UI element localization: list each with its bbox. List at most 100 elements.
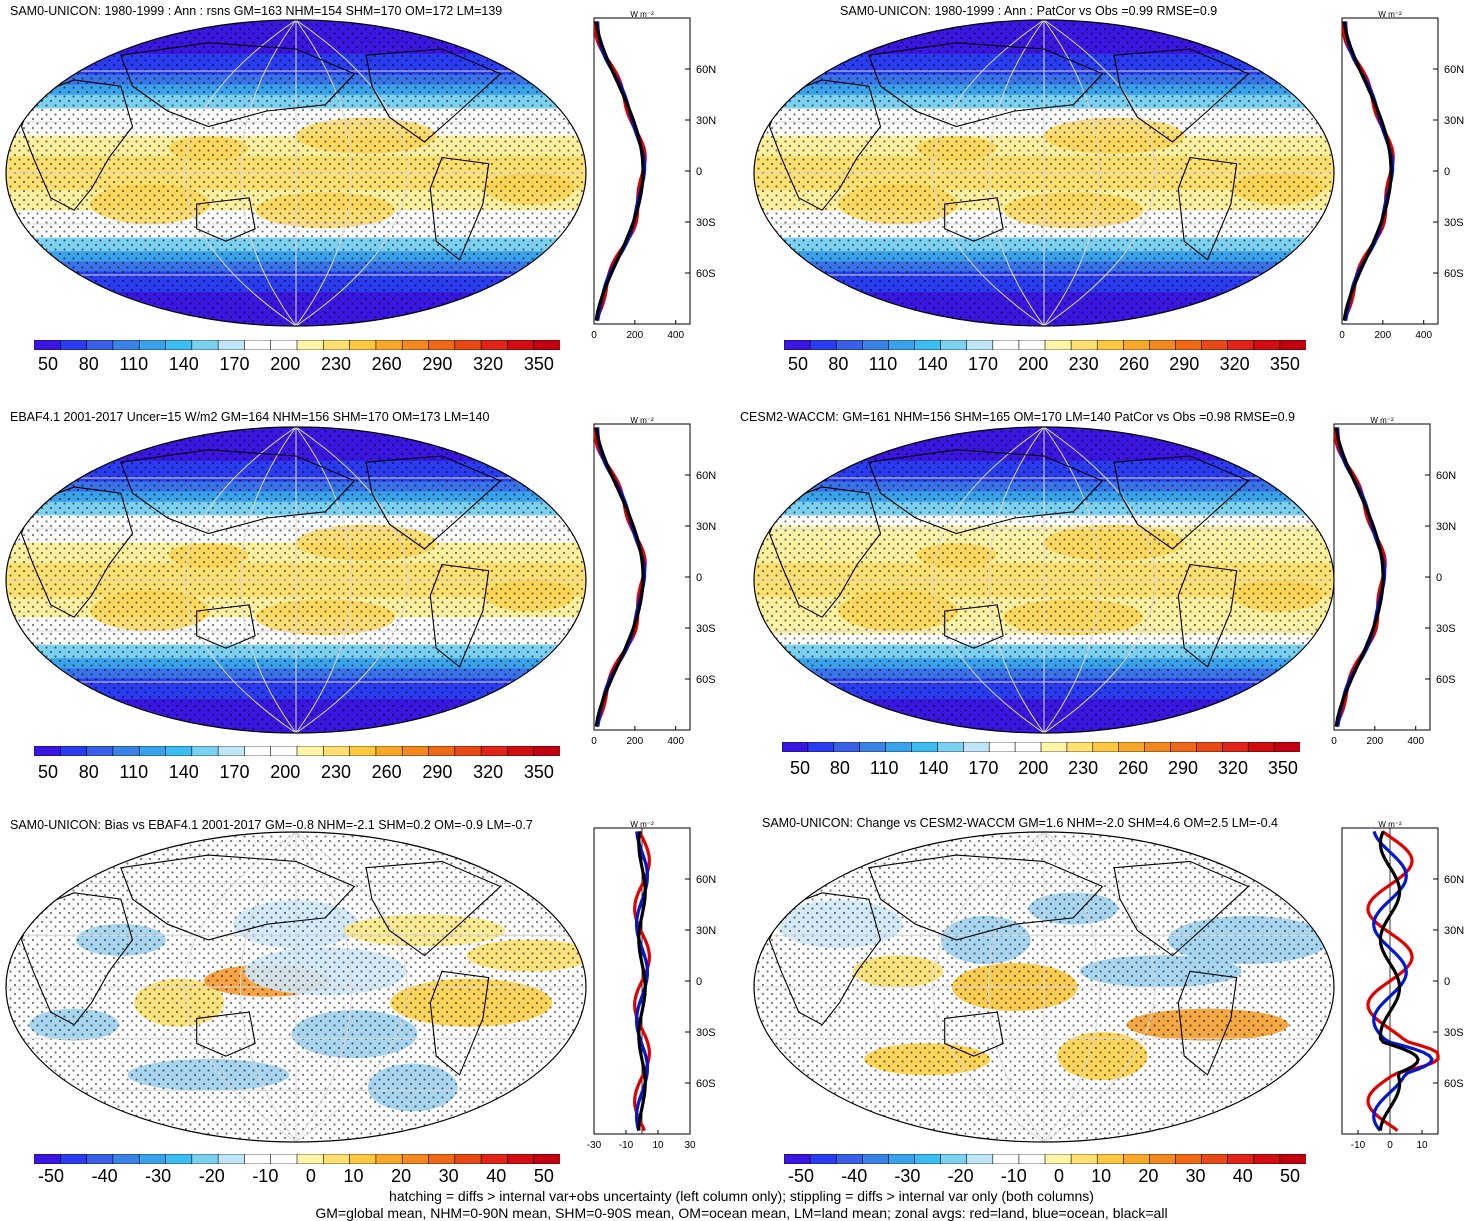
- coastline: [120, 449, 356, 535]
- meridian-line: [1043, 20, 1156, 326]
- panel-title: EBAF4.1 2001-2017 Uncer=15 W/m2 GM=164 N…: [10, 410, 490, 424]
- colorbar-swatch: [191, 340, 219, 350]
- coastline: [868, 449, 1104, 535]
- coastline: [868, 42, 1104, 128]
- colorbar-swatch: [296, 1154, 325, 1164]
- panel-title: SAM0-UNICON: Bias vs EBAF4.1 2001-2017 G…: [10, 818, 533, 832]
- colorbar-swatch: [375, 1154, 403, 1164]
- panel-title: SAM0-UNICON: 1980-1999 : Ann : rsns GM=1…: [10, 4, 503, 18]
- colorbar-tick-label: 140: [918, 758, 949, 778]
- colorbar-swatch: [112, 1154, 141, 1164]
- zonal-x-tick-label: 400: [667, 736, 684, 747]
- zonal-y-tick-label: 60N: [696, 470, 716, 482]
- colorbar-tick-label: 230: [1068, 354, 1099, 374]
- zonal-y-tick-label: 30S: [696, 217, 716, 229]
- colorbar-swatch: [1221, 742, 1249, 752]
- zonal-x-tick-label: 0: [1339, 330, 1345, 341]
- colorbar-tick-label: 260: [1118, 354, 1149, 374]
- colorbar-swatch: [1014, 742, 1042, 752]
- colorbar-swatch: [1096, 340, 1125, 350]
- colorbar-swatch: [138, 340, 167, 350]
- colorbar-swatch: [507, 746, 535, 756]
- zonal-y-tick-label: 60N: [1444, 64, 1464, 76]
- colorbar-swatch: [296, 340, 325, 350]
- meridian-line: [184, 427, 297, 733]
- coastline: [365, 455, 502, 550]
- colorbar-swatch: [428, 1154, 456, 1164]
- colorbar-swatch: [885, 742, 913, 752]
- footer-note-2: GM=global mean, NHM=0-90N mean, SHM=0-90…: [315, 1205, 1168, 1221]
- colorbar-swatch: [1273, 742, 1300, 752]
- coastline: [768, 79, 882, 211]
- zonal-mean-plot: W m⁻² 60N 30N 0 30S 60S 0 200 400: [591, 10, 716, 341]
- colorbar-swatch: [34, 746, 62, 756]
- zonal-x-tick-label: 400: [1415, 330, 1432, 341]
- colorbar-swatch: [1122, 340, 1151, 350]
- zonal-unit-label: W m⁻²: [630, 820, 654, 829]
- map-field: [754, 20, 1334, 326]
- colorbar-swatch: [217, 746, 246, 756]
- colorbar-swatch: [112, 340, 141, 350]
- map-panel: [5, 426, 587, 734]
- colorbar-swatch: [1096, 1154, 1125, 1164]
- colorbar-tick-label: 110: [868, 354, 898, 374]
- colorbar-tick-label: 170: [219, 354, 250, 374]
- colorbar-tick-label: 20: [391, 1166, 412, 1186]
- colorbar-swatch: [349, 1154, 377, 1164]
- colorbar-tick-label: 320: [1217, 758, 1248, 778]
- colorbar-tick-label: 170: [968, 758, 999, 778]
- colorbar-swatch: [1070, 1154, 1099, 1164]
- zonal-y-tick-label: 0: [696, 976, 702, 988]
- zonal-y-tick-label: 60S: [696, 674, 716, 686]
- colorbar-swatch: [270, 746, 298, 756]
- colorbar-tick-label: 80: [828, 354, 849, 374]
- zonal-line-land: [1366, 830, 1440, 1132]
- coastline: [120, 42, 356, 128]
- colorbar: [34, 1154, 560, 1164]
- colorbar-labels: 50 80 110 140 170 200 230 260 290 320 350: [788, 354, 1300, 375]
- meridian-line: [988, 832, 1045, 1142]
- colorbar-tick-label: 260: [371, 354, 402, 374]
- colorbar-tick-label: 290: [422, 354, 453, 374]
- colorbar-swatch: [454, 340, 482, 350]
- coastline: [196, 604, 256, 649]
- zonal-x-tick-label: -10: [1351, 1140, 1366, 1151]
- zonal-y-tick-label: 30S: [696, 1027, 716, 1039]
- colorbar-tick-label: 200: [270, 354, 301, 374]
- colorbar-tick-label: 290: [1168, 758, 1199, 778]
- zonal-y-tick-label: 0: [1444, 976, 1450, 988]
- colorbar-swatch: [937, 742, 965, 752]
- colorbar-swatch: [59, 340, 88, 350]
- colorbar-swatch: [138, 1154, 167, 1164]
- colorbar-swatch: [428, 340, 456, 350]
- zonal-y-tick-label: 0: [1444, 166, 1450, 178]
- colorbar-swatch: [1149, 340, 1177, 350]
- zonal-x-tick-label: 0: [591, 330, 597, 341]
- colorbar-swatch: [507, 1154, 535, 1164]
- colorbar-swatch: [86, 340, 114, 350]
- zonal-x-tick-label: 200: [1367, 736, 1384, 747]
- meridian-line: [988, 427, 1045, 733]
- zonal-line-all: [1342, 21, 1393, 321]
- colorbar-tick-label: 80: [78, 762, 99, 782]
- colorbar-swatch: [34, 1154, 62, 1164]
- colorbar-swatch: [1092, 742, 1120, 752]
- zonal-x-tick-label: 0: [591, 736, 597, 747]
- colorbar-tick-label: 350: [523, 354, 554, 374]
- zonal-y-tick-label: 60N: [696, 64, 716, 76]
- colorbar-swatch: [165, 340, 193, 350]
- zonal-line-all: [1378, 830, 1420, 1131]
- colorbar-labels: -50 -40 -30 -20 -10 0 10 20 30 40 50: [38, 1166, 554, 1187]
- colorbar-swatch: [1118, 742, 1146, 752]
- colorbar-tick-label: 50: [533, 1166, 554, 1186]
- coastline: [768, 486, 882, 618]
- colorbar-swatch: [1227, 340, 1255, 350]
- map-field: [6, 832, 586, 1142]
- colorbar-tick-label: 10: [1091, 1166, 1112, 1186]
- colorbar-tick-label: 230: [320, 762, 351, 782]
- colorbar-tick-label: 50: [1279, 1166, 1300, 1186]
- colorbar-swatch: [138, 746, 167, 756]
- colorbar-tick-label: -10: [1000, 1166, 1027, 1186]
- colorbar-swatch: [349, 340, 377, 350]
- zonal-y-tick-label: 30S: [1436, 623, 1456, 635]
